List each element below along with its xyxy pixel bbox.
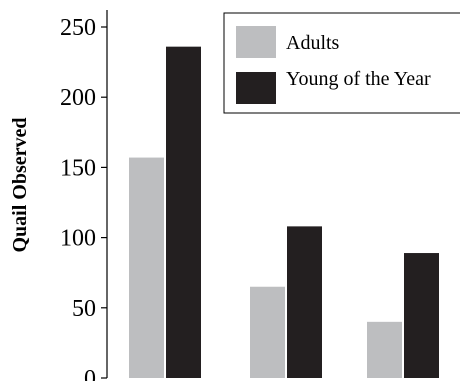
y-tick-label-100: 100 <box>60 226 96 252</box>
bar-young-of-the-year-group-2 <box>287 226 322 378</box>
legend-label-young-of-the-year: Young of the Year <box>286 68 431 90</box>
bar-young-of-the-year-group-3 <box>404 253 439 378</box>
y-axis-title: Quail Observed <box>9 117 31 252</box>
bar-young-of-the-year-group-1 <box>166 46 201 378</box>
y-tick-label-0: 0 <box>84 366 96 381</box>
y-axis-ticks: 0 50 100 150 200 250 <box>60 15 107 381</box>
bar-adults-group-2 <box>250 286 285 378</box>
y-tick-label-50: 50 <box>72 296 96 322</box>
y-tick-label-250: 250 <box>60 15 96 41</box>
y-tick-label-150: 150 <box>60 155 96 181</box>
legend-swatch-young-of-the-year <box>236 72 276 104</box>
legend-swatch-adults <box>236 26 276 58</box>
legend: Adults Young of the Year <box>223 12 460 114</box>
legend-label-adults: Adults <box>286 32 340 54</box>
bar-adults-group-1 <box>129 157 164 378</box>
bar-adults-group-3 <box>367 321 402 378</box>
bars-group <box>129 46 439 378</box>
y-tick-label-200: 200 <box>60 85 96 111</box>
